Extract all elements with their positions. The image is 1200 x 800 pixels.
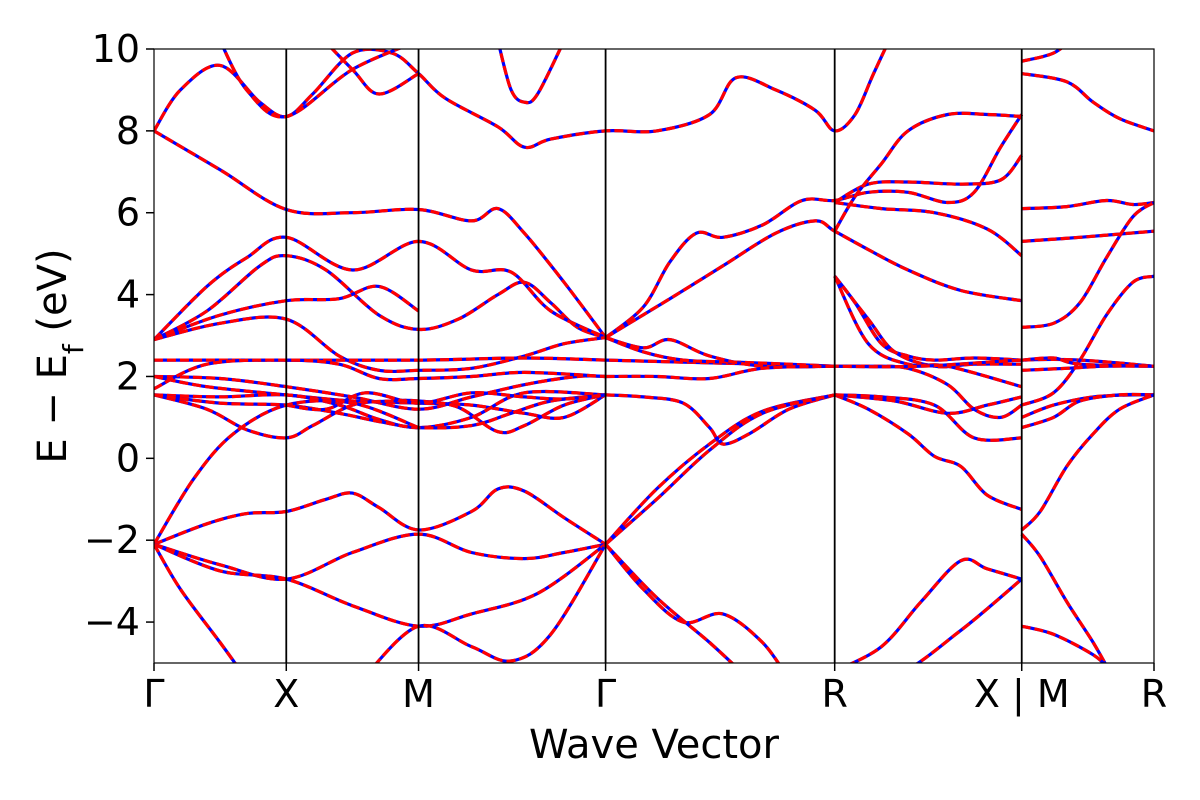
y-axis: −4 −2 0 2 4 6 8 10 [84,27,154,644]
band-line-red-13 [834,393,1023,511]
band-line-red-30 [286,391,606,412]
y-tick-label: 10 [92,27,140,71]
band-line-red-36 [604,393,836,546]
band-line-red-38 [154,485,607,546]
band-line-red-41 [154,543,237,663]
band-line-red-31 [605,393,836,446]
band-line-red-22 [154,284,420,342]
band-line-red-18 [915,577,1023,663]
high-symmetry-lines [285,49,1023,663]
y-tick-label: 8 [116,109,140,153]
band-line-red-2 [222,49,403,119]
band-line-red-28 [154,393,606,440]
band-line-red-57 [1021,624,1106,663]
band-line-red-34 [605,364,835,381]
band-line-red-3 [330,49,420,96]
band-line-red-45 [1021,49,1063,63]
band-line-red-32 [605,336,835,368]
band-line-red-56 [1020,533,1107,663]
band-line-red-55 [1020,393,1154,532]
band-line-red-35 [604,393,836,546]
band-line-red-50 [1021,274,1154,407]
x-tick-label: Γ [143,672,164,716]
band-line-red-0 [154,129,607,339]
band-line-red-15 [834,393,1022,442]
band-line-red-24 [154,374,606,411]
band-line-red-39 [154,532,606,581]
x-tick-label: Γ [595,672,616,716]
band-line-red-43 [604,543,781,663]
band-line-red-9 [834,200,1023,257]
band-line-red-49 [1021,201,1154,329]
y-tick-label: 0 [116,436,140,480]
band-line-red-16 [833,275,1023,389]
band-line-red-29 [154,393,606,430]
band-line-red-44 [604,543,735,663]
band-line-red-46 [1021,72,1154,133]
band-line-blue-54 [1021,392,1154,430]
band-line-red-26 [154,358,606,391]
band-line-red-4 [498,49,562,105]
y-tick-label: 2 [116,354,140,398]
band-line-red-20 [154,235,607,341]
band-line-red-17 [848,557,1023,663]
band-line-red-21 [154,315,606,374]
bands-layer [154,49,1154,663]
band-line-red-5 [604,113,1024,339]
x-tick-label: R [821,672,847,716]
band-line-red-51 [1021,356,1154,368]
band-line-red-37 [154,399,420,546]
band-line-blue-40 [154,542,607,628]
band-line-red-27 [154,389,606,430]
x-axis: Γ X M Γ R X | M R [143,663,1167,717]
band-line-red-47 [1021,198,1154,211]
y-axis-label: E − Ef (eV) [30,248,90,463]
band-line-red-42 [374,543,607,663]
x-tick-label: X | M [974,672,1070,717]
band-line-red-52 [1021,364,1154,372]
y-tick-label: −4 [84,600,140,644]
band-line-red-14 [834,393,1023,415]
x-tick-label: R [1141,672,1167,716]
x-tick-label: M [402,672,435,716]
band-line-red-6 [604,219,1022,339]
y-tick-label: 4 [116,273,140,317]
x-axis-label: Wave Vector [529,722,780,768]
band-line-red-8 [833,111,1022,233]
band-line-red-48 [1021,229,1154,243]
x-tick-label: X [273,672,299,716]
y-tick-label: −2 [84,518,140,562]
plot-frame [153,48,1155,664]
y-tick-label: 6 [116,191,140,235]
